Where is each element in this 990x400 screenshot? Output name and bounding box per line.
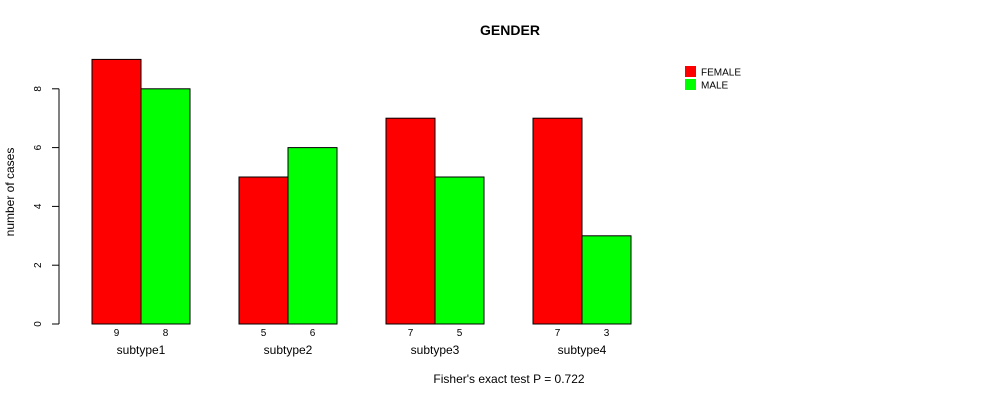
legend-swatch-male [685,79,696,90]
legend-swatch-female [685,66,696,77]
category-label: subtype1 [117,343,166,357]
chart-title: GENDER [480,22,540,38]
bar-value-label: 3 [604,328,610,339]
legend: FEMALE MALE [685,66,741,92]
bar-subtype2-male [287,147,338,325]
category-label: subtype2 [264,343,313,357]
bar-value-label: 7 [555,328,561,339]
y-tick-label: 2 [33,262,44,268]
bars-group [91,58,632,325]
category-labels: subtype1 subtype2 subtype3 subtype4 [117,343,607,357]
bar-subtype3-male [434,176,485,325]
y-tick-label: 0 [33,321,44,327]
category-label: subtype4 [558,343,607,357]
bar-subtype1-female [91,58,142,325]
y-tick-label: 4 [33,203,44,209]
bar-value-label: 7 [408,328,414,339]
y-tick-label: 8 [33,86,44,92]
bar-value-label: 5 [457,328,463,339]
legend-label: MALE [701,81,729,92]
y-axis: 0 2 4 6 8 [33,86,60,327]
x-axis-label: Fisher's exact test P = 0.722 [433,372,584,386]
y-tick-label: 6 [33,144,44,150]
bar-value-label: 5 [261,328,267,339]
bar-value-label: 8 [163,328,169,339]
category-label: subtype3 [411,343,460,357]
y-axis-label: number of cases [3,148,17,237]
bar-subtype4-female [532,117,583,325]
bar-subtype3-female [385,117,436,325]
bar-value-label: 6 [310,328,316,339]
bar-value-label: 9 [114,328,120,339]
bar-subtype2-female [238,176,289,325]
legend-label: FEMALE [701,68,741,79]
bar-subtype4-male [581,235,632,325]
bar-value-labels: 9 8 5 6 7 5 7 3 [114,328,610,339]
bar-subtype1-male [140,88,191,325]
